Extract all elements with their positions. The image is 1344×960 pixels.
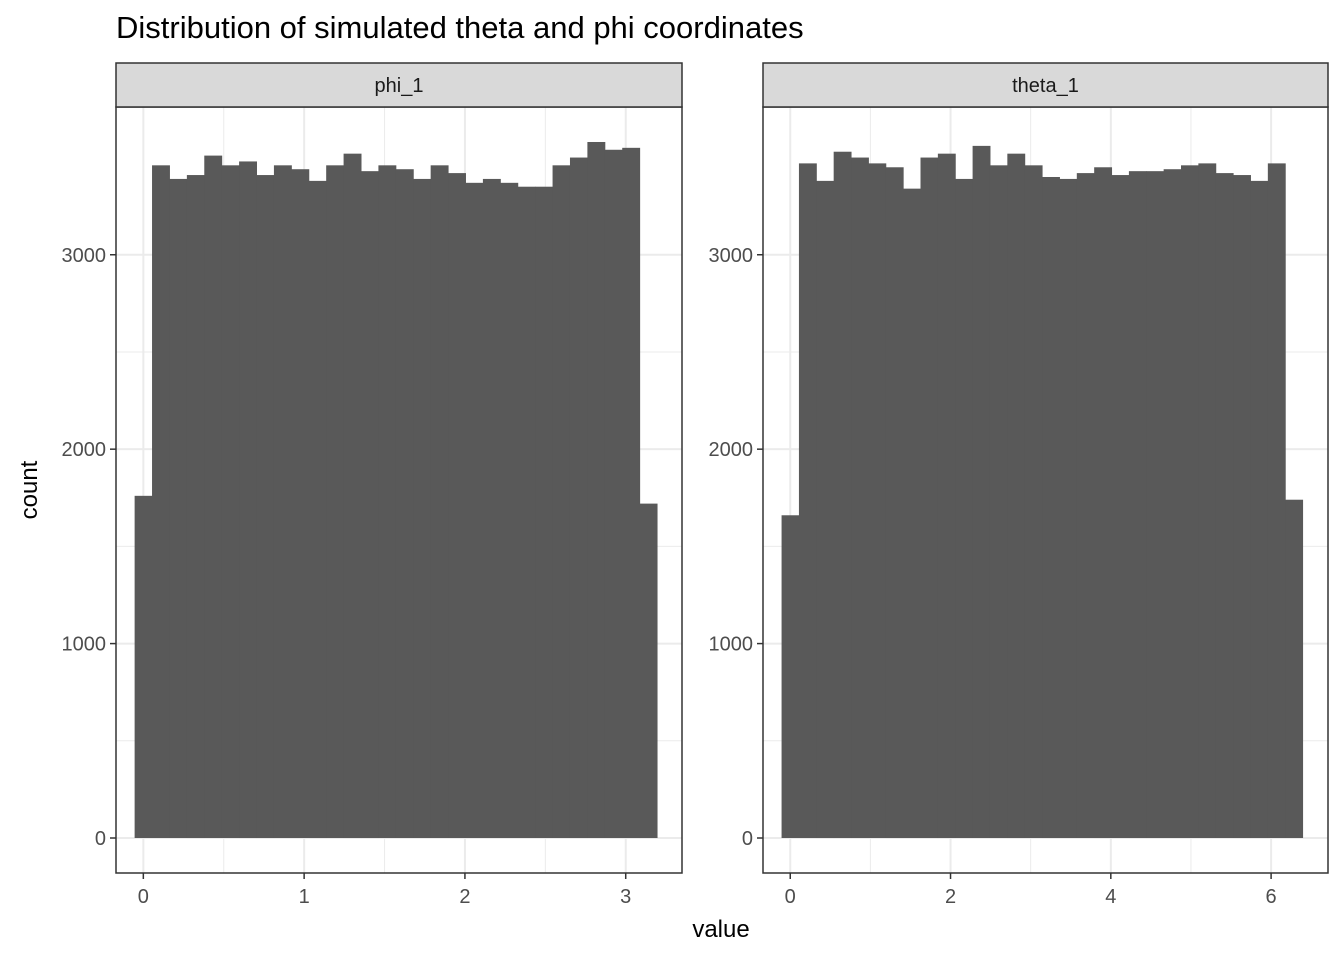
histogram-bar bbox=[482, 178, 501, 838]
histogram-bar bbox=[569, 157, 588, 839]
y-tick-label: 2000 bbox=[709, 439, 754, 461]
histogram-bar bbox=[1285, 499, 1304, 838]
y-tick-label: 3000 bbox=[709, 245, 754, 267]
histogram-bar bbox=[273, 165, 292, 838]
x-tick-label: 0 bbox=[785, 886, 796, 908]
histogram-bar bbox=[291, 169, 310, 838]
histogram-bar bbox=[1267, 163, 1286, 838]
histogram-bar bbox=[1163, 169, 1182, 838]
histogram-bar bbox=[413, 178, 432, 838]
histogram-bar bbox=[1059, 178, 1078, 838]
histogram-bar bbox=[885, 167, 904, 839]
histogram-bar bbox=[1094, 167, 1113, 839]
facet-strip-label: phi_1 bbox=[375, 75, 424, 97]
histogram-bar bbox=[1198, 163, 1217, 838]
histogram-bar bbox=[395, 169, 414, 838]
histogram-bar bbox=[1146, 171, 1165, 839]
histogram-bar bbox=[221, 165, 240, 838]
histogram-bar bbox=[326, 165, 345, 838]
x-axis-label: value bbox=[692, 916, 750, 943]
histogram-bar bbox=[517, 186, 536, 838]
histogram-bar bbox=[587, 141, 606, 839]
histogram-bar bbox=[239, 161, 258, 839]
histogram-bar bbox=[972, 145, 991, 838]
histogram-bar bbox=[604, 149, 623, 838]
chart-title: Distribution of simulated theta and phi … bbox=[116, 10, 804, 45]
histogram-bar bbox=[552, 165, 571, 838]
histogram-bar bbox=[1024, 165, 1043, 838]
histogram-bar bbox=[169, 178, 188, 838]
histogram-bar bbox=[378, 165, 397, 838]
histogram-bar bbox=[781, 515, 800, 838]
y-tick-label: 3000 bbox=[62, 245, 107, 267]
x-tick-label: 1 bbox=[299, 886, 310, 908]
histogram-bar bbox=[937, 153, 956, 839]
histogram-bar bbox=[851, 157, 869, 839]
histogram-bar bbox=[833, 151, 852, 839]
histogram-bar bbox=[535, 186, 554, 838]
histogram-bar bbox=[186, 175, 205, 839]
histogram-bar bbox=[448, 173, 466, 839]
histogram-bar bbox=[1215, 173, 1234, 839]
histogram-bar bbox=[204, 155, 223, 839]
histogram-bar bbox=[134, 495, 153, 838]
histogram-bar bbox=[622, 147, 641, 839]
histogram-bar bbox=[308, 180, 327, 839]
histogram-bar bbox=[1250, 180, 1269, 839]
x-tick-label: 2 bbox=[459, 886, 470, 908]
facet-strip bbox=[762, 62, 1329, 108]
histogram-bar bbox=[256, 175, 275, 839]
histogram-bar bbox=[816, 180, 835, 839]
histogram-bar bbox=[798, 163, 817, 838]
histogram-bar bbox=[500, 182, 519, 838]
y-tick-label: 0 bbox=[742, 828, 753, 850]
histogram-bar bbox=[465, 182, 484, 838]
histogram-bar bbox=[1233, 175, 1251, 839]
y-tick-label: 2000 bbox=[62, 439, 107, 461]
x-tick-label: 3 bbox=[620, 886, 631, 908]
histogram-bar bbox=[639, 503, 658, 839]
histogram-bar bbox=[989, 165, 1008, 838]
histogram-bar bbox=[152, 165, 170, 838]
histogram-bar bbox=[1128, 171, 1147, 839]
x-tick-label: 6 bbox=[1266, 886, 1277, 908]
histogram-bar bbox=[920, 157, 939, 839]
histogram-bar bbox=[1007, 153, 1026, 839]
y-tick-label: 0 bbox=[95, 828, 106, 850]
histogram-bar bbox=[361, 171, 379, 839]
histogram-bar bbox=[343, 153, 362, 839]
histogram-bar bbox=[1042, 176, 1060, 839]
x-tick-label: 0 bbox=[138, 886, 149, 908]
x-tick-label: 4 bbox=[1105, 886, 1116, 908]
histogram-bar bbox=[1181, 165, 1199, 838]
histogram-bar bbox=[903, 188, 922, 838]
histogram-bar bbox=[430, 165, 449, 838]
x-tick-label: 2 bbox=[945, 886, 956, 908]
histogram-bar bbox=[1111, 175, 1130, 839]
histogram-bar bbox=[955, 178, 974, 838]
facet-strip-label: theta_1 bbox=[1012, 75, 1079, 97]
y-tick-label: 1000 bbox=[709, 634, 754, 656]
y-tick-label: 1000 bbox=[62, 634, 107, 656]
histogram-bar bbox=[1076, 173, 1095, 839]
facet-strip bbox=[115, 62, 683, 108]
histogram-bar bbox=[868, 163, 887, 838]
